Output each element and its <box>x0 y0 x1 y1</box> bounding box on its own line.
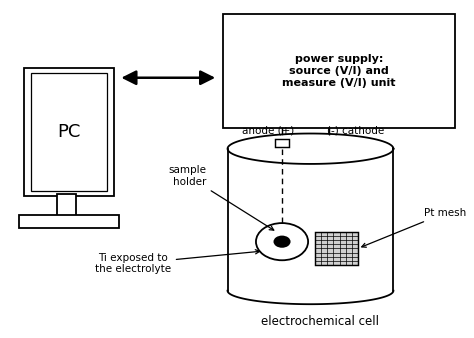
Text: PC: PC <box>57 123 81 141</box>
Text: power supply:
source (V/I) and
measure (V/I) unit: power supply: source (V/I) and measure (… <box>282 54 396 88</box>
Text: Ti exposed to
the electrolyte: Ti exposed to the electrolyte <box>95 250 260 274</box>
Bar <box>19 215 118 228</box>
Text: Pt mesh: Pt mesh <box>362 208 466 247</box>
Circle shape <box>256 223 308 260</box>
Text: anode (+): anode (+) <box>242 125 294 135</box>
Bar <box>24 68 114 196</box>
Bar <box>275 139 289 147</box>
Bar <box>223 14 455 128</box>
Text: sample
holder: sample holder <box>168 165 274 230</box>
Bar <box>57 194 76 216</box>
Text: electrochemical cell: electrochemical cell <box>261 315 379 328</box>
Circle shape <box>273 236 291 248</box>
Bar <box>315 232 358 265</box>
Bar <box>31 73 107 191</box>
Text: (-) cathode: (-) cathode <box>327 125 384 135</box>
